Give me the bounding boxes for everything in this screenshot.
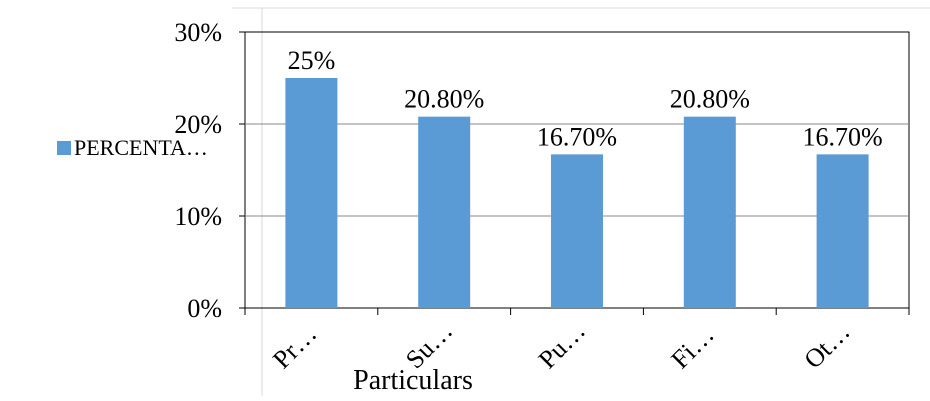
bar xyxy=(285,78,338,308)
x-tick-label: Pu… xyxy=(533,316,591,374)
y-tick-label: 0% xyxy=(187,294,222,323)
x-axis-title: Particulars xyxy=(353,365,473,396)
bar xyxy=(418,116,471,308)
data-labels: 25% 20.80% 16.70% 20.80% 16.70% xyxy=(288,46,883,151)
x-tick-label: Ot… xyxy=(798,317,855,374)
y-tick-label: 10% xyxy=(174,202,222,231)
x-tick-label: Fi… xyxy=(666,320,720,374)
bar xyxy=(551,154,603,308)
bar xyxy=(816,154,869,308)
bar-series xyxy=(285,78,869,308)
y-tick-label: 30% xyxy=(174,18,222,47)
data-label: 16.70% xyxy=(803,122,883,151)
y-axis-tick-labels: 0% 10% 20% 30% xyxy=(174,18,222,323)
legend: PERCENTA… xyxy=(57,135,208,160)
legend-label: PERCENTA… xyxy=(74,135,208,160)
data-label: 25% xyxy=(288,46,336,75)
legend-swatch xyxy=(57,141,71,155)
y-tick-label: 20% xyxy=(174,110,222,139)
x-tick-label: Pr… xyxy=(267,319,322,374)
data-label: 16.70% xyxy=(537,122,617,151)
data-label: 20.80% xyxy=(670,85,750,114)
bar xyxy=(683,116,736,308)
data-label: 20.80% xyxy=(404,85,484,114)
